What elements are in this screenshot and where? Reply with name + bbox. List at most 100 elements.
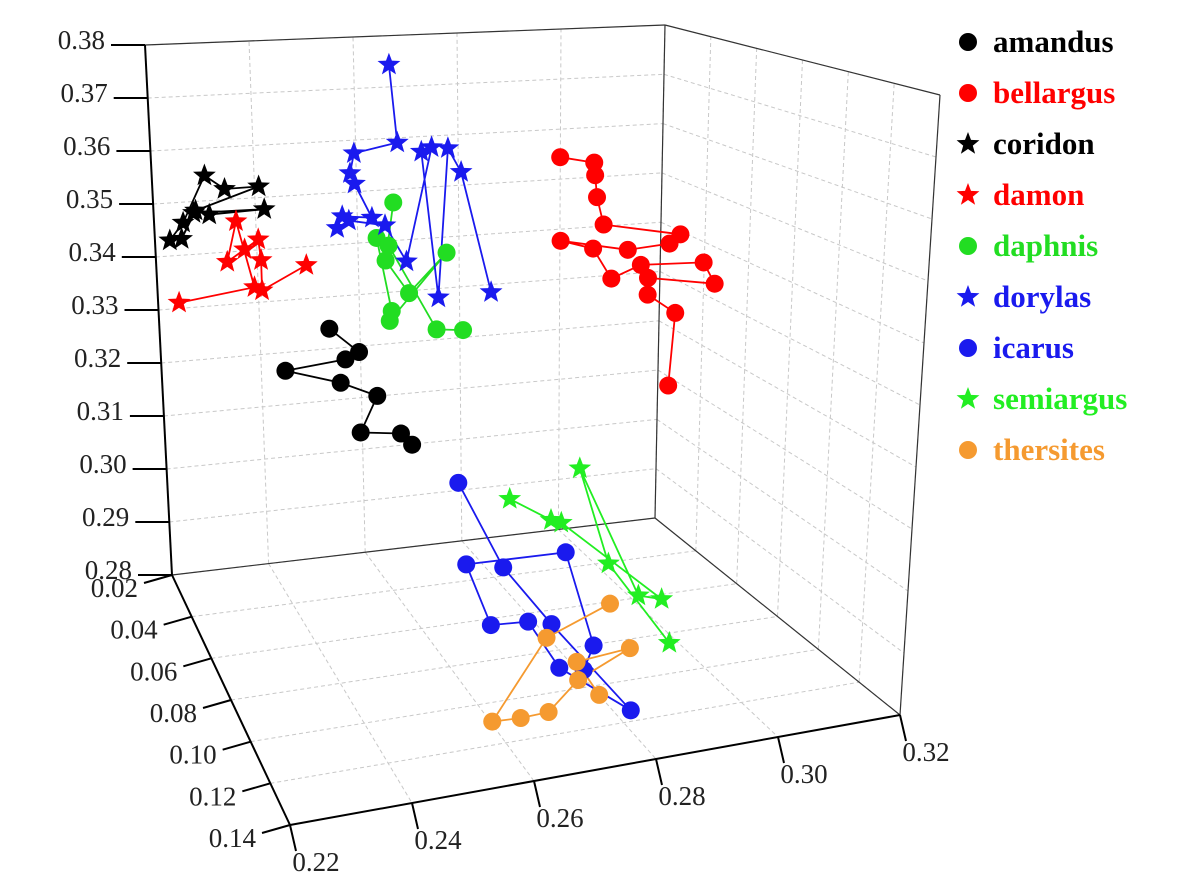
point xyxy=(167,290,191,313)
y-tick-label: 0.02 xyxy=(91,573,138,603)
y-tick-label: 0.10 xyxy=(169,740,216,770)
x-tick xyxy=(899,714,907,742)
point xyxy=(276,361,295,380)
y-tick-label: 0.14 xyxy=(209,823,257,853)
legend-marker xyxy=(956,183,980,205)
x-tick-label: 0.28 xyxy=(658,781,705,811)
point xyxy=(519,612,538,631)
point xyxy=(568,456,592,479)
grid-line xyxy=(268,563,413,804)
point xyxy=(659,376,678,395)
point xyxy=(403,435,422,454)
point xyxy=(601,594,620,613)
point xyxy=(454,321,473,340)
x-tick xyxy=(655,758,663,786)
point xyxy=(638,268,657,287)
point xyxy=(325,216,349,238)
x-tick xyxy=(533,780,541,808)
point xyxy=(588,188,607,207)
grid-line xyxy=(659,271,921,406)
z-tick-label: 0.28 xyxy=(85,555,132,585)
point xyxy=(395,249,418,272)
point xyxy=(618,240,637,259)
point xyxy=(171,210,195,233)
point xyxy=(351,423,370,442)
x-tick-label: 0.22 xyxy=(292,847,339,877)
z-tick-label: 0.37 xyxy=(60,78,107,108)
y-tick-label: 0.04 xyxy=(110,615,158,645)
legend-label: dorylas xyxy=(993,279,1091,314)
grid-line xyxy=(153,172,663,205)
legend-label: daphnis xyxy=(993,228,1098,263)
point xyxy=(250,278,274,301)
point xyxy=(483,712,502,731)
y-tick-label: 0.06 xyxy=(130,656,177,686)
x-tick-label: 0.24 xyxy=(414,825,462,855)
point xyxy=(550,658,569,677)
z-tick-label: 0.30 xyxy=(79,449,126,479)
point xyxy=(602,269,621,288)
grid-line xyxy=(858,83,895,683)
point xyxy=(249,248,273,270)
point xyxy=(197,202,221,225)
point xyxy=(449,473,468,492)
z-tick-label: 0.33 xyxy=(71,290,118,320)
x-tick xyxy=(411,802,419,830)
point xyxy=(170,227,193,249)
x-axis xyxy=(289,714,901,826)
point xyxy=(479,280,503,302)
legend-marker xyxy=(959,33,977,51)
grid-line xyxy=(147,73,665,99)
legend-label: semiargus xyxy=(993,381,1127,416)
grid-line xyxy=(663,73,937,158)
point xyxy=(343,171,366,194)
point xyxy=(224,209,248,231)
y-tick xyxy=(242,782,271,793)
y-tick xyxy=(202,699,232,709)
legend-marker xyxy=(959,339,977,357)
z-tick-label: 0.32 xyxy=(74,343,121,373)
point xyxy=(427,285,450,308)
x-tick-label: 0.30 xyxy=(780,759,827,789)
point xyxy=(246,227,270,250)
series-line xyxy=(169,174,265,242)
legend-marker xyxy=(956,285,980,307)
point xyxy=(182,201,205,223)
x-tick xyxy=(289,824,297,852)
point xyxy=(193,163,216,186)
grid-line xyxy=(777,59,803,617)
point xyxy=(213,177,236,199)
legend-marker xyxy=(956,132,980,154)
point xyxy=(368,386,387,405)
point xyxy=(420,135,443,157)
box-edge xyxy=(654,517,901,716)
grid-line xyxy=(364,551,535,782)
point xyxy=(427,320,446,339)
point xyxy=(233,237,256,260)
point xyxy=(382,301,401,320)
point xyxy=(498,486,522,509)
point xyxy=(252,197,276,219)
z-tick-label: 0.35 xyxy=(66,184,113,214)
grid-line xyxy=(169,468,657,523)
point xyxy=(511,709,530,728)
z-tick-label: 0.36 xyxy=(63,131,110,161)
point xyxy=(376,251,395,270)
grid-line xyxy=(270,681,860,784)
grid-line xyxy=(660,221,925,344)
grid-line xyxy=(817,71,849,650)
legend-marker xyxy=(959,237,977,255)
box-edge xyxy=(899,94,941,716)
point xyxy=(377,52,401,75)
grid-line xyxy=(230,616,778,701)
point xyxy=(437,243,456,262)
legend-label: bellargus xyxy=(993,75,1115,110)
point xyxy=(457,555,476,574)
point xyxy=(621,701,640,720)
grid-line xyxy=(695,36,712,551)
point xyxy=(539,508,563,530)
y-tick xyxy=(143,574,173,584)
point xyxy=(556,543,575,562)
